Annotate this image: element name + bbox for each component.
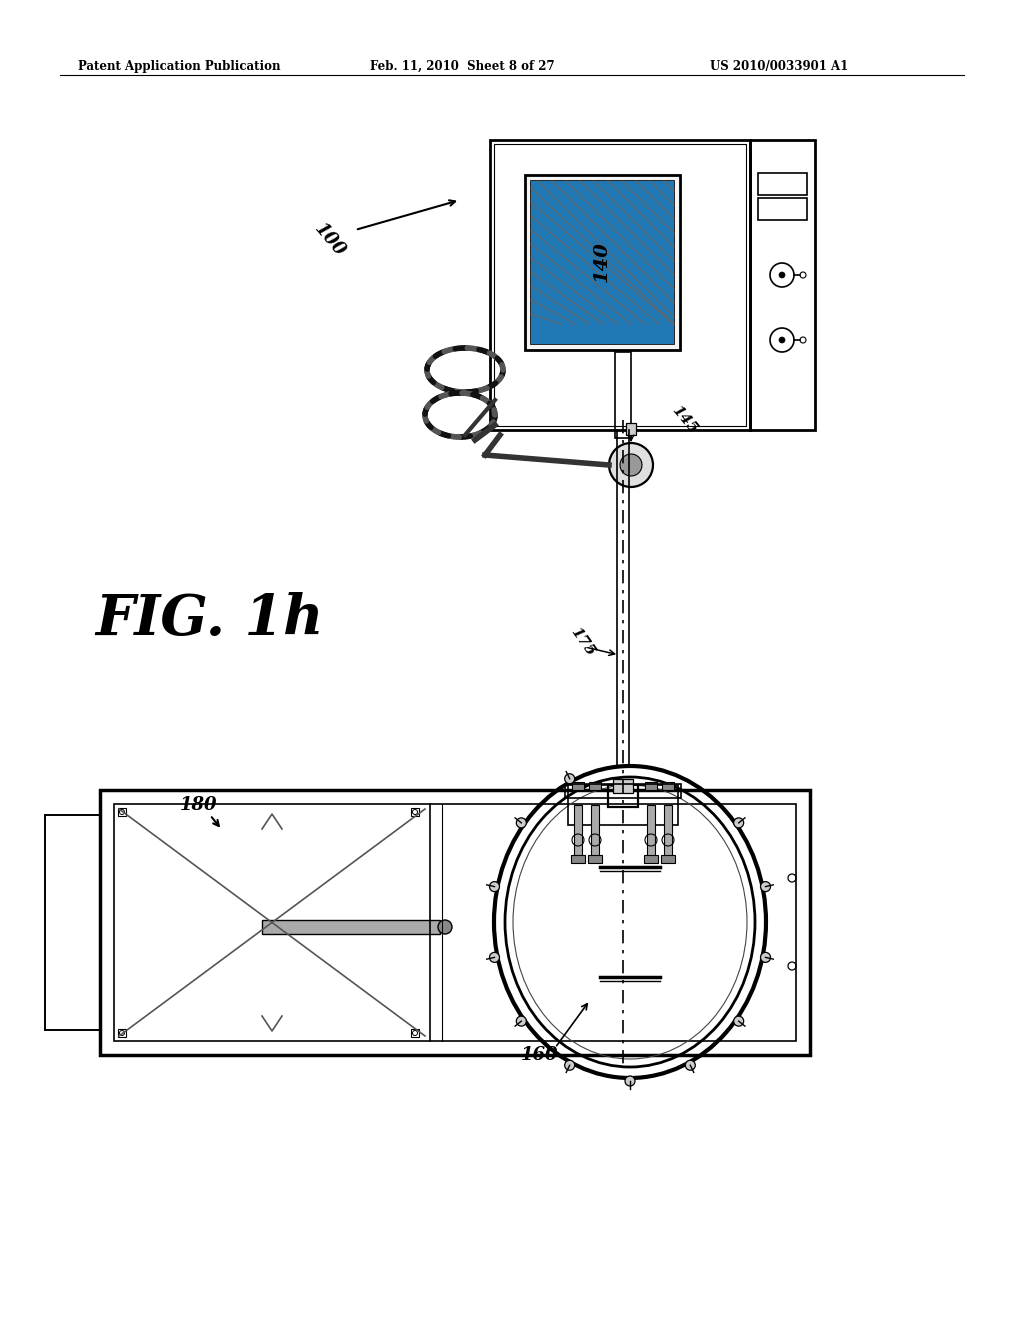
- Text: Patent Application Publication: Patent Application Publication: [78, 59, 281, 73]
- Bar: [662, 855, 675, 863]
- Text: 140: 140: [593, 242, 611, 282]
- Bar: [644, 855, 658, 863]
- Bar: [626, 422, 636, 436]
- Text: 160: 160: [521, 1045, 559, 1064]
- Circle shape: [609, 444, 653, 487]
- Circle shape: [761, 882, 770, 891]
- Ellipse shape: [438, 920, 452, 935]
- Circle shape: [779, 272, 785, 279]
- Circle shape: [516, 818, 526, 828]
- Text: 100: 100: [311, 220, 349, 260]
- Bar: [647, 805, 655, 861]
- Text: 180: 180: [180, 796, 217, 814]
- Circle shape: [489, 882, 500, 891]
- Bar: [531, 181, 674, 345]
- Bar: [758, 198, 807, 220]
- Text: 145: 145: [669, 404, 700, 437]
- Circle shape: [625, 1076, 635, 1086]
- Bar: [758, 173, 807, 195]
- Bar: [664, 805, 672, 861]
- Bar: [662, 781, 674, 789]
- Circle shape: [620, 454, 642, 477]
- Circle shape: [564, 774, 574, 784]
- Text: US 2010/0033901 A1: US 2010/0033901 A1: [710, 59, 848, 73]
- Circle shape: [564, 1060, 574, 1071]
- Bar: [411, 808, 419, 816]
- Bar: [574, 805, 582, 861]
- Circle shape: [761, 953, 770, 962]
- Bar: [490, 140, 750, 430]
- Text: Feb. 11, 2010  Sheet 8 of 27: Feb. 11, 2010 Sheet 8 of 27: [370, 59, 555, 73]
- Bar: [591, 805, 599, 861]
- Bar: [572, 781, 584, 789]
- Bar: [588, 855, 602, 863]
- Circle shape: [733, 1016, 743, 1026]
- Bar: [615, 352, 631, 438]
- Bar: [45, 814, 100, 1030]
- Bar: [118, 1030, 126, 1038]
- Bar: [589, 781, 601, 789]
- Bar: [531, 181, 674, 345]
- Bar: [494, 144, 746, 426]
- Bar: [114, 804, 796, 1041]
- Bar: [411, 1030, 419, 1038]
- Text: 175: 175: [568, 624, 598, 659]
- Bar: [525, 176, 680, 350]
- Bar: [608, 785, 638, 807]
- Circle shape: [733, 818, 743, 828]
- Circle shape: [516, 1016, 526, 1026]
- Bar: [565, 784, 681, 799]
- Bar: [568, 785, 678, 825]
- Bar: [118, 808, 126, 816]
- Bar: [613, 779, 633, 793]
- Bar: [262, 920, 440, 935]
- Bar: [750, 140, 815, 430]
- Circle shape: [489, 953, 500, 962]
- Circle shape: [685, 1060, 695, 1071]
- Bar: [571, 855, 585, 863]
- Circle shape: [779, 337, 785, 343]
- Text: FIG. 1h: FIG. 1h: [95, 593, 324, 648]
- Bar: [100, 789, 810, 1055]
- Bar: [645, 781, 657, 789]
